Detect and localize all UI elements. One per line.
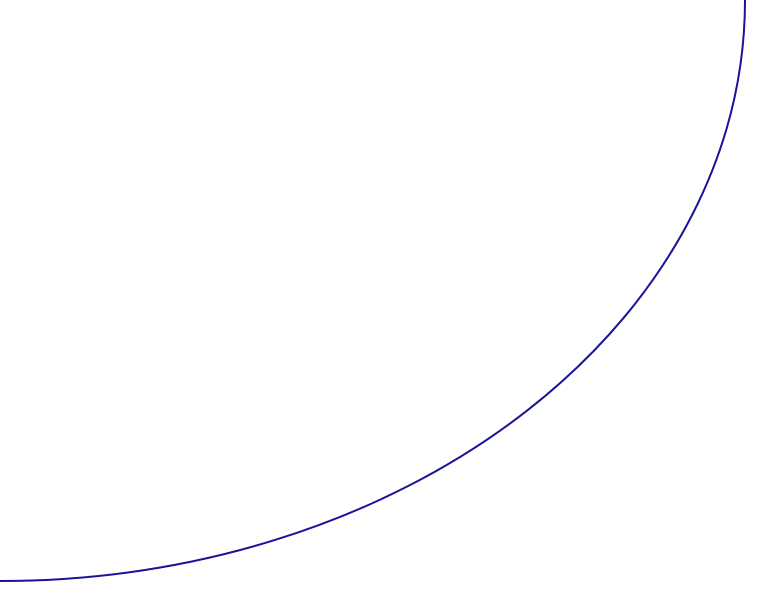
curve bbox=[0, 0, 746, 582]
